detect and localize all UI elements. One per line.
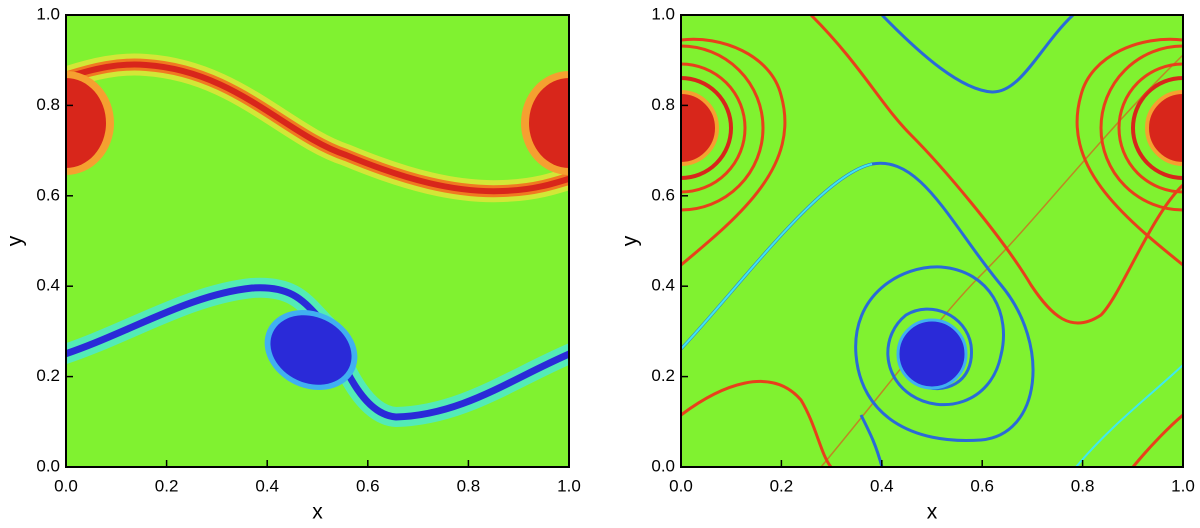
- x-tick-label: 0.2: [770, 476, 794, 495]
- contour-field: [66, 53, 569, 428]
- x-tick-label: 1.0: [557, 476, 581, 495]
- x-axis-label: x: [312, 501, 323, 524]
- plot-background: [681, 15, 1183, 467]
- x-tick-label: 0.0: [54, 476, 78, 495]
- y-tick-label: 0.2: [36, 366, 60, 385]
- y-tick-label: 0.4: [36, 276, 60, 295]
- x-tick-label: 0.6: [970, 476, 994, 495]
- x-tick-label: 0.8: [1071, 476, 1095, 495]
- y-tick-label: 1.0: [36, 4, 60, 23]
- y-tick-label: 0.2: [651, 366, 675, 385]
- y-tick-label: 0.6: [651, 185, 675, 204]
- contour-field: [681, 15, 1183, 467]
- y-tick-label: 0.8: [651, 95, 675, 114]
- y-tick-label: 1.0: [651, 4, 675, 23]
- x-tick-label: 0.4: [870, 476, 894, 495]
- x-tick-label: 0.0: [669, 476, 693, 495]
- panel: 0.0 0.2 0.4 0.6 0.8 1.0 0.0 0.2 0.4 0.6 0.8 1.0 x y: [4, 4, 581, 524]
- y-tick-label: 0.6: [36, 185, 60, 204]
- x-tick-label: 0.4: [255, 476, 279, 495]
- y-tick-label: 0.4: [651, 276, 675, 295]
- y-tick-label: 0.8: [36, 95, 60, 114]
- x-tick-label: 0.8: [457, 476, 481, 495]
- y-tick-label: 0.0: [36, 456, 60, 475]
- y-tick-label: 0.0: [651, 456, 675, 475]
- x-axis-label: x: [927, 501, 938, 524]
- y-axis-label: y: [619, 235, 642, 246]
- panel: 0.0 0.2 0.4 0.6 0.8 1.0 0.0 0.2 0.4 0.6 0.8 1.0 x y: [619, 4, 1195, 524]
- y-axis-label: y: [4, 235, 27, 246]
- x-tick-label: 0.2: [155, 476, 179, 495]
- x-tick-label: 1.0: [1171, 476, 1195, 495]
- x-tick-label: 0.6: [356, 476, 380, 495]
